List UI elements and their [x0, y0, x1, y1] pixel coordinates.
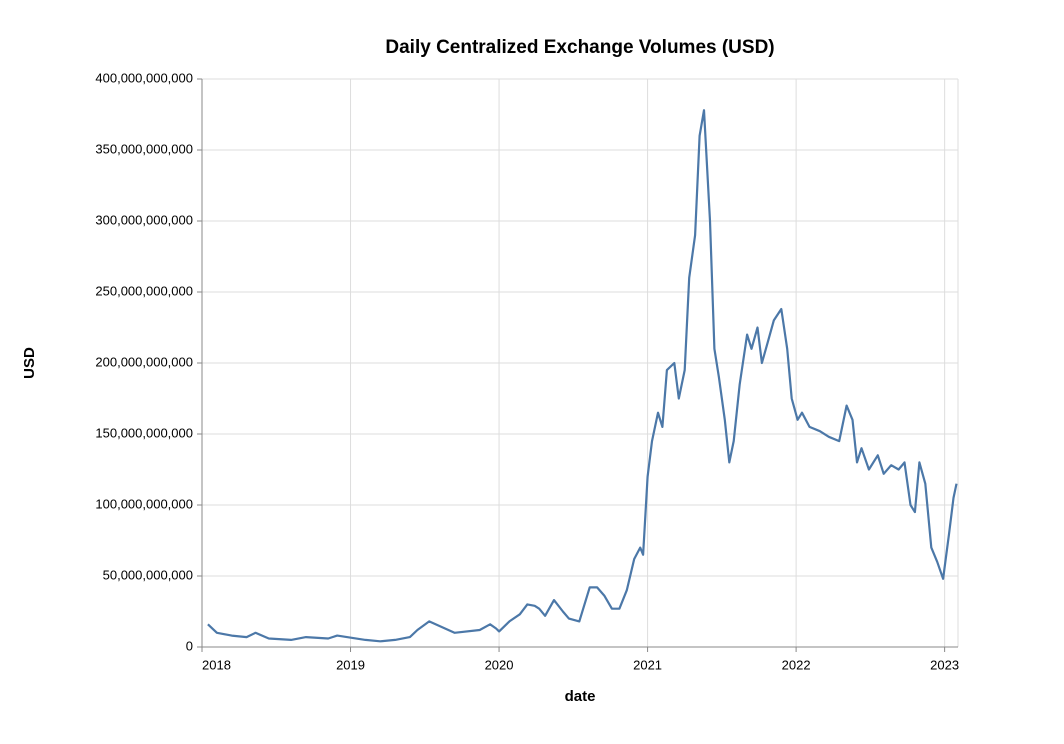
chart-title: Daily Centralized Exchange Volumes (USD): [385, 37, 774, 58]
x-tick-label: 2021: [633, 657, 662, 672]
x-tick-label: 2019: [336, 657, 365, 672]
x-axis-title: date: [565, 688, 596, 705]
y-tick-label: 250,000,000,000: [95, 283, 193, 298]
x-tick-label: 2022: [782, 657, 811, 672]
y-tick-label: 350,000,000,000: [95, 141, 193, 156]
y-tick-label: 0: [186, 638, 193, 653]
y-tick-label: 200,000,000,000: [95, 354, 193, 369]
x-tick-label: 2018: [202, 657, 231, 672]
y-tick-label: 300,000,000,000: [95, 212, 193, 227]
y-tick-label: 400,000,000,000: [95, 70, 193, 85]
x-tick-label: 2023: [930, 657, 959, 672]
x-tick-label: 2020: [485, 657, 514, 672]
y-tick-label: 150,000,000,000: [95, 425, 193, 440]
y-tick-label: 100,000,000,000: [95, 496, 193, 511]
y-tick-label: 50,000,000,000: [103, 567, 193, 582]
y-axis-title: USD: [21, 347, 38, 379]
data-line: [207, 109, 958, 643]
